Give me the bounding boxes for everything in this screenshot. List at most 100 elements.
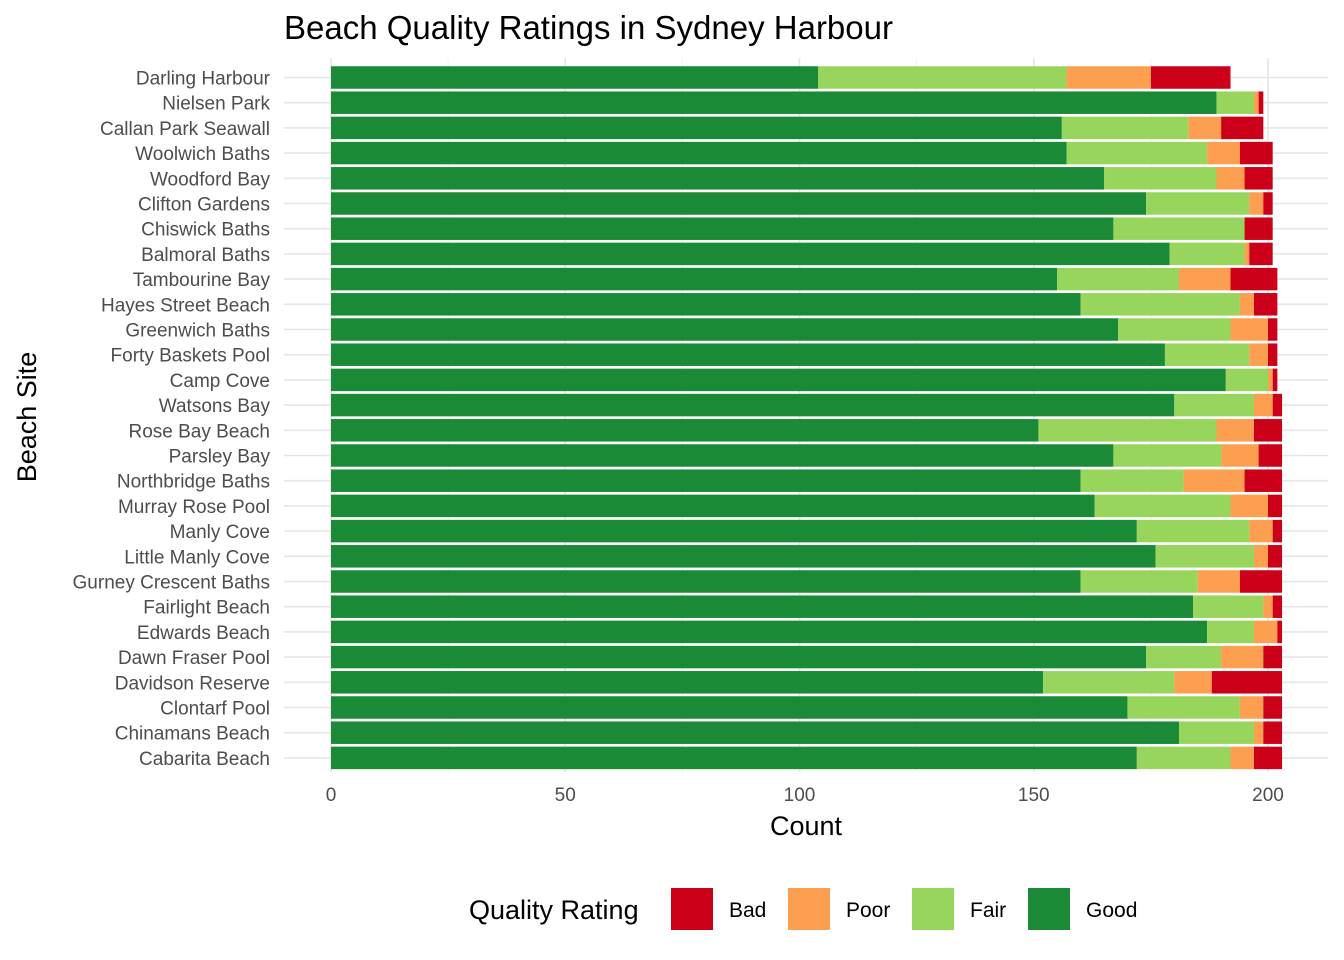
bar-segment-poor [1188, 116, 1222, 140]
bar-segment-fair [1113, 444, 1222, 467]
bar-segment-fair [1066, 141, 1208, 165]
y-tick-label: Davidson Reserve [115, 673, 270, 694]
bar-segment-poor [1253, 91, 1259, 114]
y-tick-label: Balmoral Baths [141, 245, 270, 266]
bar-segment-good [331, 343, 1165, 366]
bar-segment-good [331, 141, 1067, 165]
bar-segment-bad [1239, 141, 1273, 165]
legend-key-fair [912, 888, 954, 930]
bar-segment-poor [1253, 545, 1268, 568]
bar-segment-good [331, 242, 1170, 266]
bar-segment-good [331, 192, 1147, 215]
bar-segment-poor [1178, 267, 1231, 291]
bars [331, 66, 1283, 770]
bar-segment-bad [1253, 419, 1283, 442]
bar-segment-bad [1239, 570, 1283, 593]
y-tick-label: Tambourine Bay [133, 270, 271, 291]
bar-segment-fair [1136, 519, 1250, 543]
bar-segment-bad [1258, 91, 1264, 114]
y-tick-label: Fairlight Beach [143, 598, 270, 619]
y-tick-label: Cabarita Beach [139, 749, 270, 770]
bar-segment-good [331, 595, 1194, 618]
bar-segment-poor [1066, 66, 1151, 89]
bar-segment-fair [1118, 318, 1231, 341]
bar-segment-poor [1216, 167, 1245, 190]
bar-segment-fair [1127, 696, 1240, 719]
bar-segment-bad [1244, 469, 1283, 492]
bar-segment-poor [1230, 318, 1268, 341]
bar-segment-bad [1268, 545, 1283, 568]
legend-title: Quality Rating [469, 895, 639, 925]
legend-label-poor: Poor [846, 899, 890, 922]
bar-segment-bad [1230, 267, 1278, 291]
bar-segment-fair [1216, 91, 1254, 114]
y-tick-label: Clontarf Pool [160, 699, 270, 720]
x-tick-label: 0 [326, 785, 337, 806]
bar-segment-good [331, 66, 819, 89]
y-tick-label: Little Manly Cove [124, 547, 270, 568]
bar-segment-good [331, 469, 1081, 492]
y-tick-label: Dawn Fraser Pool [118, 648, 270, 669]
bar-segment-good [331, 721, 1179, 744]
bar-segment-good [331, 91, 1217, 114]
bar-segment-good [331, 267, 1058, 291]
y-tick-label: Rose Bay Beach [128, 421, 270, 442]
bar-segment-good [331, 570, 1081, 593]
x-axis-title: Count [770, 811, 843, 841]
bar-segment-poor [1197, 570, 1240, 593]
bar-segment-good [331, 167, 1105, 190]
y-tick-label: Woodford Bay [150, 169, 271, 190]
legend-label-good: Good [1086, 899, 1137, 922]
y-axis-tick-labels: Darling Harbour Nielsen Park Callan Park S… [73, 69, 271, 770]
bar-segment-fair [1169, 242, 1245, 266]
y-tick-label: Parsley Bay [169, 447, 271, 468]
y-tick-label: Northbridge Baths [117, 472, 270, 493]
x-tick-label: 50 [555, 785, 576, 806]
bar-segment-bad [1268, 318, 1278, 341]
bar-segment-poor [1253, 393, 1273, 417]
bar-segment-bad [1277, 620, 1283, 644]
bar-segment-bad [1263, 721, 1283, 744]
bar-segment-fair [1080, 570, 1198, 593]
y-tick-label: Murray Rose Pool [118, 497, 270, 518]
legend-key-good [1028, 888, 1070, 930]
bar-segment-good [331, 545, 1156, 568]
legend-label-bad: Bad [729, 899, 766, 922]
bar-segment-good [331, 620, 1208, 644]
bar-segment-fair [1104, 167, 1217, 190]
bar-segment-good [331, 444, 1114, 467]
bar-segment-poor [1268, 368, 1273, 392]
x-tick-label: 200 [1252, 785, 1284, 806]
bar-segment-bad [1272, 595, 1283, 618]
bar-segment-good [331, 645, 1147, 669]
y-tick-label: Gurney Crescent Baths [73, 573, 270, 594]
bar-segment-poor [1249, 343, 1268, 366]
bar-segment-poor [1174, 671, 1212, 694]
y-tick-label: Nielsen Park [162, 94, 270, 115]
bar-segment-poor [1249, 192, 1264, 215]
bar-segment-fair [1043, 671, 1175, 694]
y-tick-label: Darling Harbour [136, 69, 271, 90]
y-tick-label: Woolwich Baths [135, 144, 270, 165]
y-tick-label: Callan Park Seawall [100, 119, 270, 140]
bar-segment-poor [1253, 620, 1278, 644]
bar-segment-good [331, 393, 1175, 417]
bar-segment-good [331, 419, 1039, 442]
bar-segment-fair [1094, 494, 1231, 518]
bar-segment-good [331, 318, 1119, 341]
bar-segment-poor [1207, 141, 1240, 165]
bar-segment-poor [1183, 469, 1245, 492]
bar-segment-fair [1164, 343, 1250, 366]
bar-segment-fair [1174, 393, 1254, 417]
bar-segment-good [331, 671, 1044, 694]
y-tick-label: Chinamans Beach [115, 724, 270, 745]
y-tick-label: Edwards Beach [137, 623, 270, 644]
y-tick-label: Clifton Gardens [138, 195, 270, 216]
bar-segment-good [331, 116, 1062, 140]
bar-segment-fair [1057, 267, 1179, 291]
y-tick-label: Forty Baskets Pool [111, 346, 270, 367]
bar-segment-poor [1244, 242, 1250, 266]
bar-segment-good [331, 368, 1226, 392]
bar-segment-bad [1272, 368, 1278, 392]
